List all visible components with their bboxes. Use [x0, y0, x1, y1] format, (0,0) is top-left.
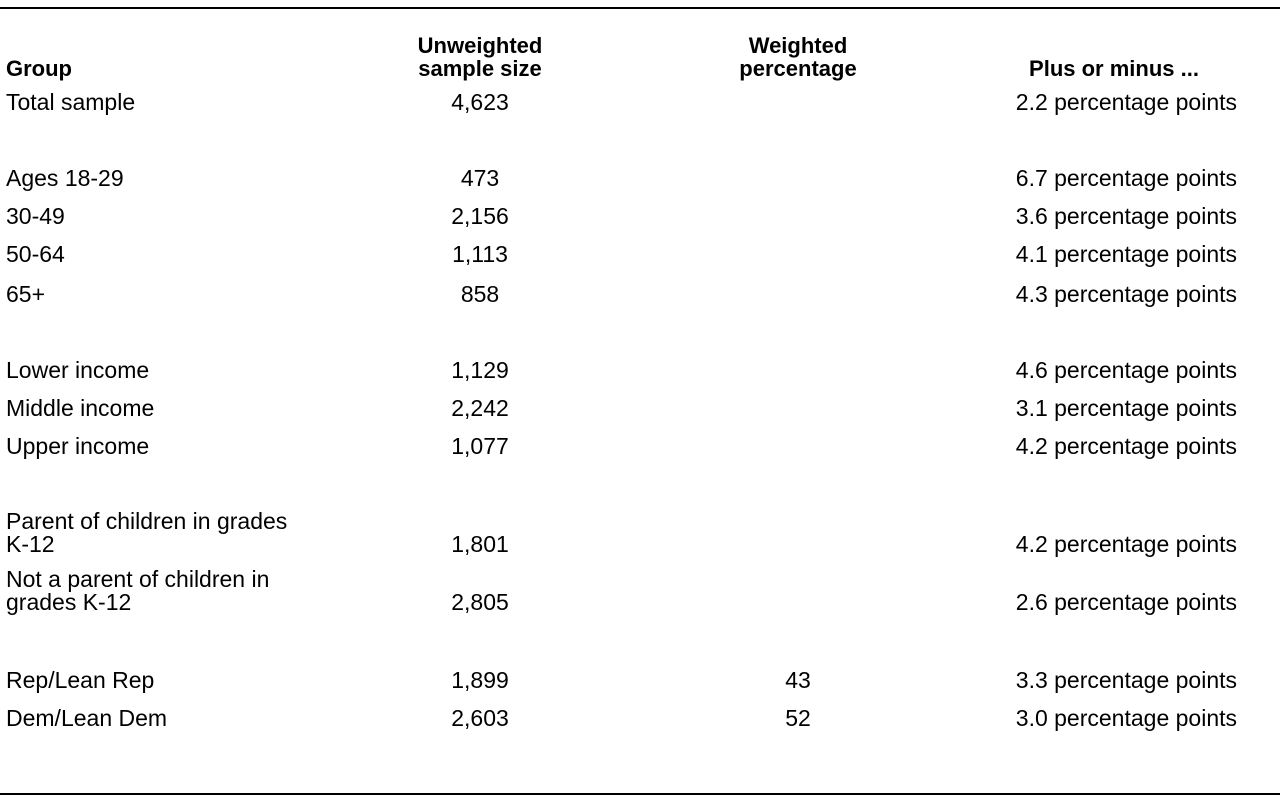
- row-margin: 2.2 percentage points: [1015, 89, 1237, 115]
- row-sample-size: 1,899: [451, 667, 509, 693]
- row-sample-size: 4,623: [451, 89, 509, 115]
- header-sample-size-line2: sample size: [418, 56, 542, 81]
- row-group-label: Middle income: [6, 395, 155, 421]
- row-margin: 3.3 percentage points: [1015, 667, 1237, 693]
- header-margin: Plus or minus ...: [1029, 56, 1199, 81]
- row-group-label: Lower income: [6, 357, 150, 383]
- row-group-label-line2: grades K-12: [6, 589, 132, 615]
- row-margin: 4.1 percentage points: [1015, 241, 1237, 267]
- row-group-label: 65+: [6, 281, 46, 307]
- row-margin: 4.2 percentage points: [1015, 531, 1237, 557]
- header-group: Group: [6, 56, 72, 81]
- header-weighted-line2: percentage: [739, 56, 857, 81]
- row-group-label: Rep/Lean Rep: [6, 667, 155, 693]
- row-group-label-line2: K-12: [6, 531, 55, 557]
- row-sample-size: 473: [460, 165, 500, 191]
- row-margin: 6.7 percentage points: [1015, 165, 1237, 191]
- row-sample-size: 1,801: [451, 531, 509, 557]
- top-rule: [0, 7, 1280, 9]
- row-margin: 4.6 percentage points: [1015, 357, 1237, 383]
- row-sample-size: 1,113: [452, 241, 508, 267]
- row-weighted-pct: 52: [785, 705, 811, 731]
- row-margin: 3.6 percentage points: [1015, 203, 1237, 229]
- row-sample-size: 2,242: [451, 395, 509, 421]
- row-sample-size: 1,077: [451, 433, 509, 459]
- header-weighted-line1: Weighted: [748, 33, 848, 58]
- row-margin: 3.1 percentage points: [1015, 395, 1237, 421]
- row-group-label: 30-49: [6, 203, 65, 229]
- row-margin: 2.6 percentage points: [1015, 589, 1237, 615]
- row-group-label: 50-64: [6, 241, 65, 267]
- header-sample-size-line1: Unweighted: [417, 33, 543, 58]
- row-margin: 3.0 percentage points: [1015, 705, 1237, 731]
- row-sample-size: 2,805: [451, 589, 509, 615]
- row-group-label: Ages 18-29: [6, 165, 124, 191]
- row-sample-size: 2,603: [451, 705, 509, 731]
- row-sample-size: 2,156: [451, 203, 509, 229]
- row-margin: 4.3 percentage points: [1015, 281, 1237, 307]
- row-group-label-line1: Not a parent of children in: [6, 566, 270, 592]
- row-group-label-line1: Parent of children in grades: [6, 508, 288, 534]
- row-margin: 4.2 percentage points: [1015, 433, 1237, 459]
- row-sample-size: 858: [460, 281, 500, 307]
- row-group-label: Total sample: [6, 89, 136, 115]
- bottom-rule: [0, 793, 1280, 795]
- row-group-label: Dem/Lean Dem: [6, 705, 168, 731]
- row-group-label: Upper income: [6, 433, 150, 459]
- row-weighted-pct: 43: [785, 667, 811, 693]
- row-sample-size: 1,129: [451, 357, 509, 383]
